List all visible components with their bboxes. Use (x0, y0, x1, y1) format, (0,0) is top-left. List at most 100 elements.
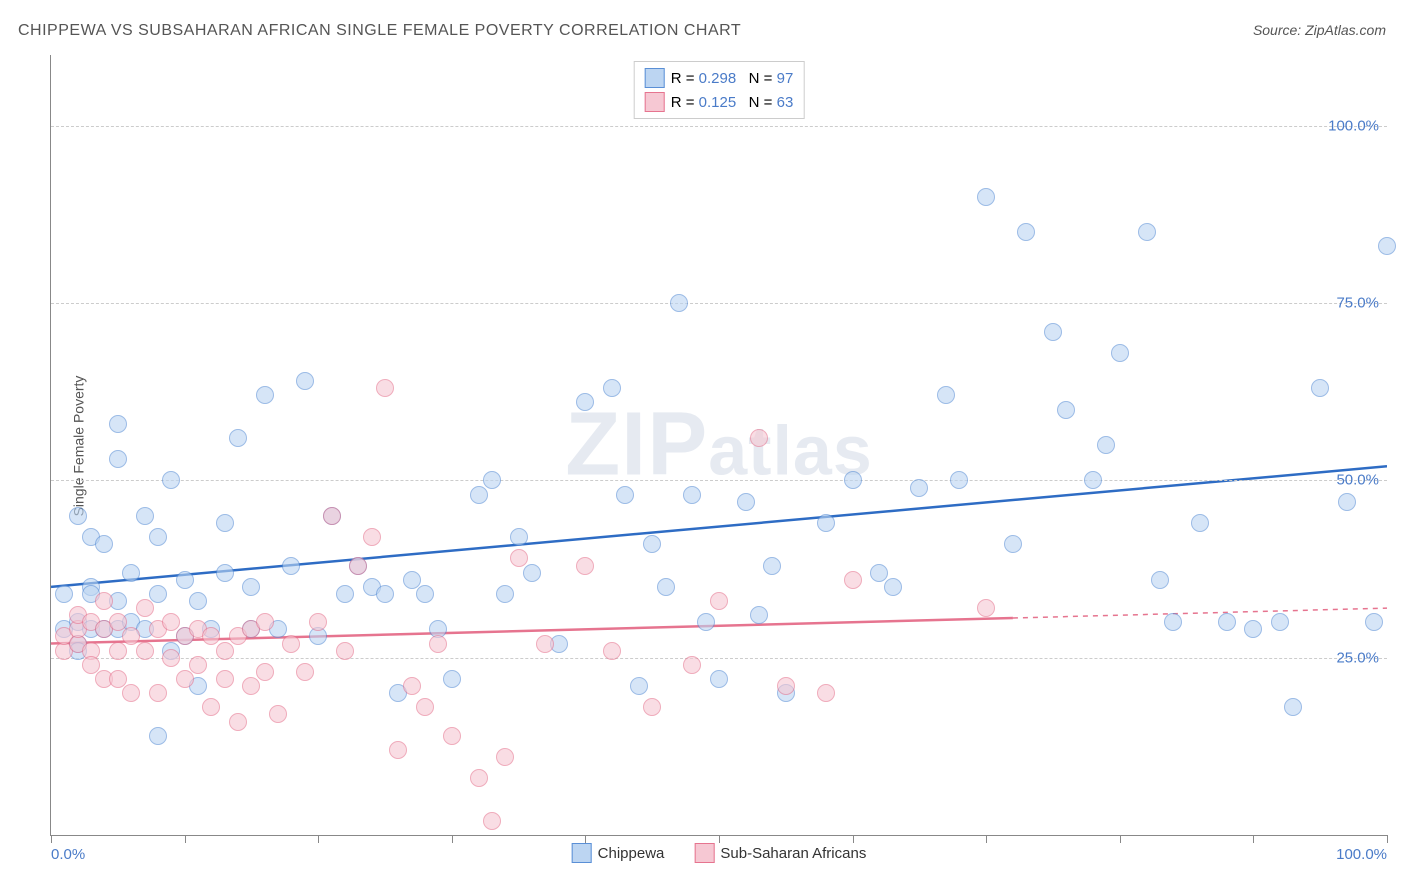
trend-lines (51, 55, 1387, 835)
data-point (95, 535, 113, 553)
y-tick-label: 50.0% (1336, 472, 1379, 489)
data-point (603, 642, 621, 660)
data-point (576, 393, 594, 411)
data-point (1244, 620, 1262, 638)
data-point (55, 585, 73, 603)
gridline (51, 480, 1387, 481)
data-point (884, 578, 902, 596)
data-point (697, 613, 715, 631)
data-point (603, 379, 621, 397)
data-point (296, 663, 314, 681)
data-point (737, 493, 755, 511)
data-point (1084, 471, 1102, 489)
data-point (1311, 379, 1329, 397)
data-point (429, 635, 447, 653)
data-point (162, 471, 180, 489)
data-point (376, 585, 394, 603)
data-point (630, 677, 648, 695)
data-point (149, 528, 167, 546)
data-point (202, 698, 220, 716)
data-point (403, 677, 421, 695)
data-point (1004, 535, 1022, 553)
data-point (389, 741, 407, 759)
data-point (536, 635, 554, 653)
data-point (1271, 613, 1289, 631)
x-tick (853, 835, 854, 843)
data-point (576, 557, 594, 575)
data-point (1044, 323, 1062, 341)
data-point (189, 592, 207, 610)
data-point (416, 585, 434, 603)
data-point (763, 557, 781, 575)
data-point (122, 564, 140, 582)
data-point (937, 386, 955, 404)
y-tick-label: 25.0% (1336, 649, 1379, 666)
data-point (216, 564, 234, 582)
data-point (844, 471, 862, 489)
y-tick-label: 75.0% (1336, 295, 1379, 312)
data-point (1378, 237, 1396, 255)
legend-swatch (694, 843, 714, 863)
legend-series-item: Chippewa (572, 843, 665, 863)
data-point (443, 727, 461, 745)
data-point (643, 698, 661, 716)
data-point (296, 372, 314, 390)
data-point (1218, 613, 1236, 631)
data-point (69, 507, 87, 525)
data-point (1164, 613, 1182, 631)
data-point (1284, 698, 1302, 716)
data-point (109, 613, 127, 631)
data-point (162, 649, 180, 667)
legend-stat-row: R = 0.125 N = 63 (645, 90, 794, 114)
data-point (1151, 571, 1169, 589)
data-point (136, 642, 154, 660)
data-point (510, 549, 528, 567)
data-point (109, 670, 127, 688)
data-point (229, 713, 247, 731)
data-point (817, 514, 835, 532)
data-point (122, 684, 140, 702)
data-point (363, 528, 381, 546)
data-point (229, 429, 247, 447)
data-point (176, 571, 194, 589)
data-point (443, 670, 461, 688)
legend-stat-text: R = 0.125 N = 63 (671, 94, 794, 111)
data-point (256, 663, 274, 681)
data-point (242, 677, 260, 695)
data-point (136, 599, 154, 617)
data-point (282, 557, 300, 575)
data-point (670, 294, 688, 312)
data-point (683, 656, 701, 674)
x-tick (318, 835, 319, 843)
data-point (844, 571, 862, 589)
data-point (109, 450, 127, 468)
data-point (870, 564, 888, 582)
data-point (136, 507, 154, 525)
data-point (1338, 493, 1356, 511)
data-point (483, 471, 501, 489)
x-tick (585, 835, 586, 843)
data-point (483, 812, 501, 830)
chart-container: CHIPPEWA VS SUBSAHARAN AFRICAN SINGLE FE… (0, 0, 1406, 892)
legend-series: Chippewa Sub-Saharan Africans (572, 843, 867, 863)
x-tick (452, 835, 453, 843)
data-point (1138, 223, 1156, 241)
data-point (817, 684, 835, 702)
data-point (977, 188, 995, 206)
data-point (176, 670, 194, 688)
data-point (643, 535, 661, 553)
data-point (977, 599, 995, 617)
data-point (496, 748, 514, 766)
data-point (1365, 613, 1383, 631)
legend-series-item: Sub-Saharan Africans (694, 843, 866, 863)
data-point (950, 471, 968, 489)
legend-stat-text: R = 0.298 N = 97 (671, 70, 794, 87)
x-tick (1253, 835, 1254, 843)
data-point (710, 592, 728, 610)
legend-swatch (645, 92, 665, 112)
gridline (51, 658, 1387, 659)
data-point (710, 670, 728, 688)
data-point (162, 613, 180, 631)
source-label: Source: ZipAtlas.com (1253, 22, 1386, 38)
data-point (323, 507, 341, 525)
